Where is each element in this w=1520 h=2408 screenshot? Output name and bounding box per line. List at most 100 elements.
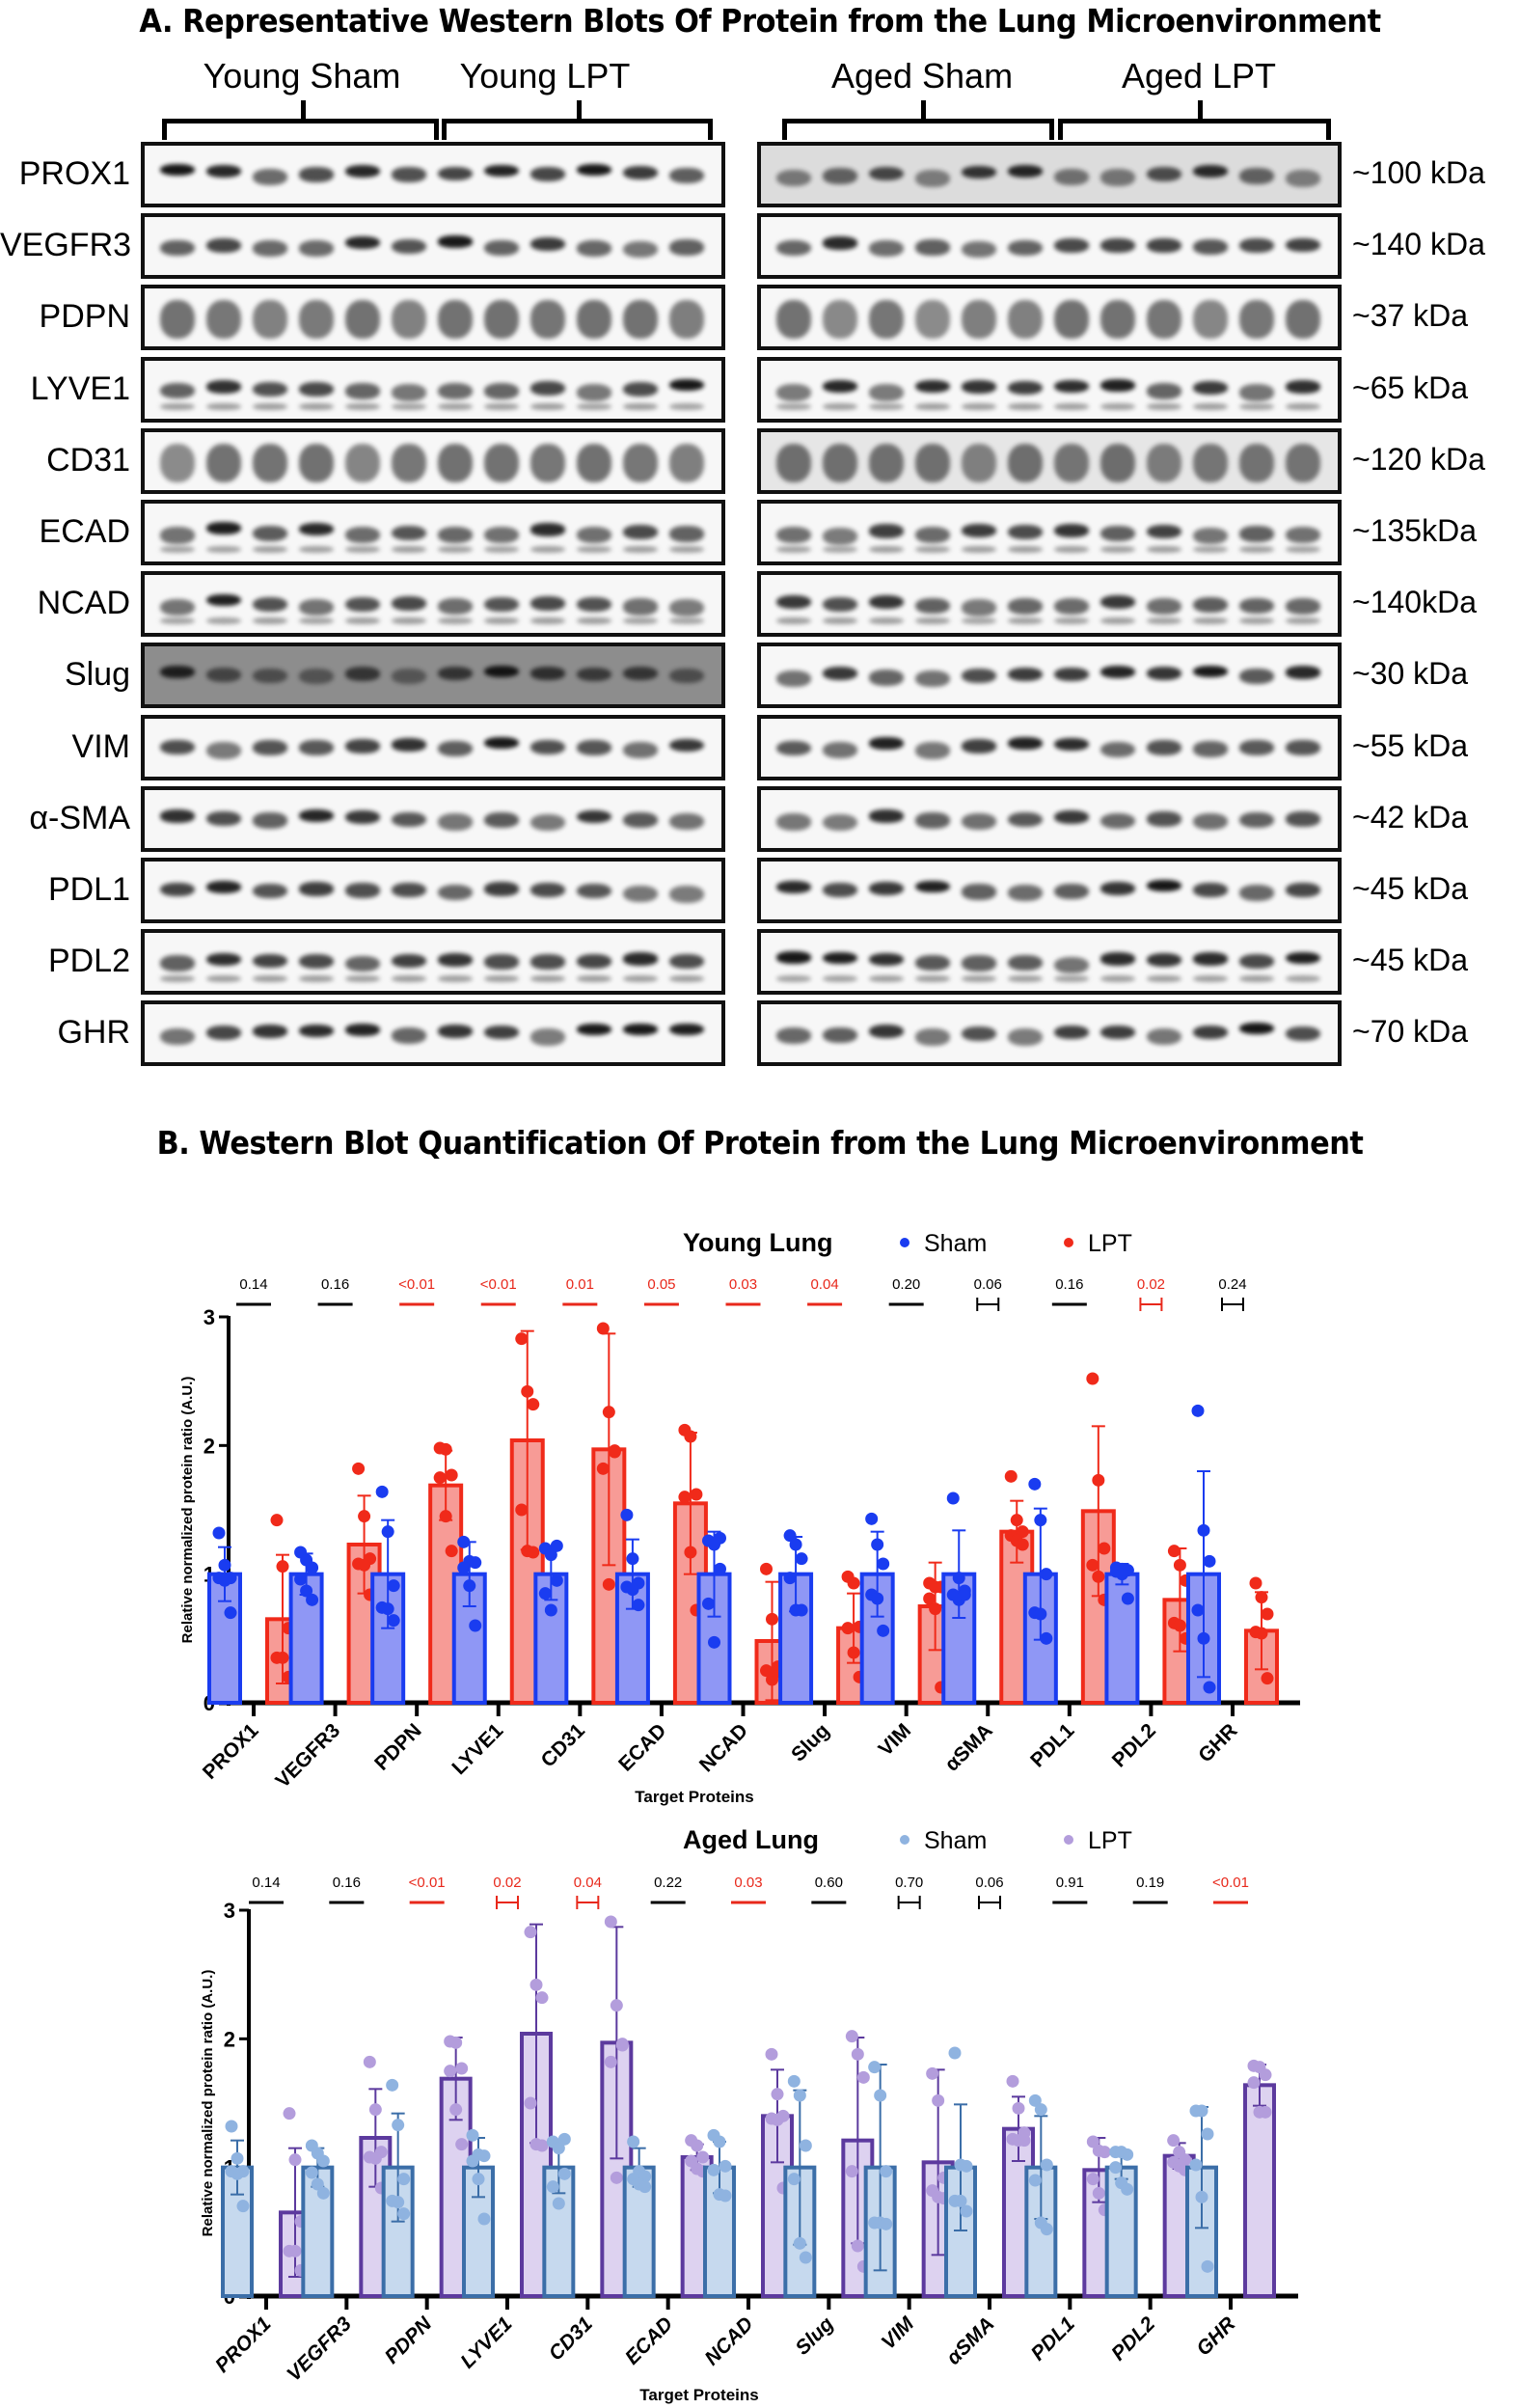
blot-band [1239,740,1274,756]
blot-band [438,617,473,625]
blot-band [1286,597,1320,615]
blot-band [869,1025,904,1039]
blot-band [962,668,996,683]
blot-row-size: ~100 kDa [1352,155,1485,190]
blot-band [869,443,904,482]
blot-panel-right [757,571,1342,638]
blot-band [206,880,241,893]
blot-band [1286,402,1320,410]
blot-band [530,402,565,410]
blot-band [1193,882,1228,897]
blot-band [345,164,380,178]
blot-row-label: GHR [57,1014,130,1052]
blot-band [530,523,565,536]
blot-band [1100,443,1135,482]
blot-band [299,1024,334,1037]
blot-band [1147,598,1181,616]
blot-band [962,300,996,340]
data-point [515,1503,529,1517]
blot-band [1054,443,1089,482]
blot-band [1239,975,1274,983]
data-point [212,1526,226,1540]
x-tick-label: αSMA [940,1719,996,1775]
blot-band [823,1026,857,1043]
panel-a-title: A. Representative Western Blots Of Prote… [139,2,1381,40]
data-point [1086,2173,1099,2186]
blot-row-label: PDPN [39,298,130,336]
blot-band [1054,1025,1089,1040]
blot-band [1100,952,1135,966]
blot-band [776,443,811,482]
blot-band [530,883,565,898]
blot-band [669,813,704,831]
blot-band [869,166,904,181]
blot-row-size: ~45 kDa [1352,943,1469,978]
data-point [960,2204,973,2218]
blot-band [1008,597,1043,615]
blot-band [623,443,658,482]
blot-band [299,167,334,182]
blot-band [1008,164,1043,178]
blot-band [206,593,241,607]
blot-band [1147,811,1181,827]
blot-band [823,741,857,759]
x-tick-label: PROX1 [199,1719,263,1784]
blot-band [1239,597,1274,615]
bracket-aged-sham [782,119,1054,140]
data-point [433,1471,447,1485]
blot-band [1286,443,1320,482]
blot-band [1100,237,1135,253]
blot-band [823,527,857,545]
data-point [787,2173,801,2186]
data-point [397,2173,411,2186]
x-tick-label: NCAD [695,1719,752,1776]
data-point [538,1587,552,1601]
p-value-label: 0.04 [574,1874,602,1891]
blot-band [1008,546,1043,553]
data-point [444,2065,457,2078]
blot-band [915,954,950,971]
blot-band [869,384,904,402]
x-tick-label: αSMA [942,2312,998,2368]
blot-band [962,1026,996,1042]
blot-band [869,617,904,625]
data-point [306,1593,319,1606]
data-point [596,1462,610,1475]
y-tick-label: 3 [204,1305,215,1329]
x-tick-label: PDPN [370,1719,426,1775]
data-point [472,2173,485,2186]
blot-band [530,667,565,680]
blot-band [392,300,426,340]
blot-band [530,443,565,482]
blot-band [623,741,658,759]
blot-panel-left [141,858,725,923]
group-label-aged-sham: Aged Sham [830,56,1014,96]
blot-band [392,443,426,482]
blot-band [530,546,565,553]
p-value-label: 0.03 [729,1276,757,1293]
blot-band [345,883,380,898]
blot-band [869,809,904,823]
data-point [851,2239,864,2253]
blot-band [1147,383,1181,399]
blot-panel-left [141,213,725,280]
y-tick-label: 2 [204,1434,215,1458]
blot-band [438,546,473,553]
blot-band [1147,667,1181,681]
x-tick-label: Slug [791,2312,838,2360]
data-point [455,2138,469,2151]
blot-band [1147,953,1181,967]
p-value-label: 0.19 [1136,1874,1164,1891]
blot-band [1193,238,1228,255]
blot-row-size: ~55 kDa [1352,727,1469,763]
bar-sham [614,1572,650,1705]
blot-panel-left [141,285,725,351]
blot-band [206,810,241,827]
blot-band [1100,526,1135,542]
blot-band [1054,809,1089,824]
data-point [524,2096,537,2110]
blot-row-label: LYVE1 [30,369,130,407]
data-point [397,2207,411,2221]
blot-band [438,884,473,901]
blot-band [577,402,611,410]
